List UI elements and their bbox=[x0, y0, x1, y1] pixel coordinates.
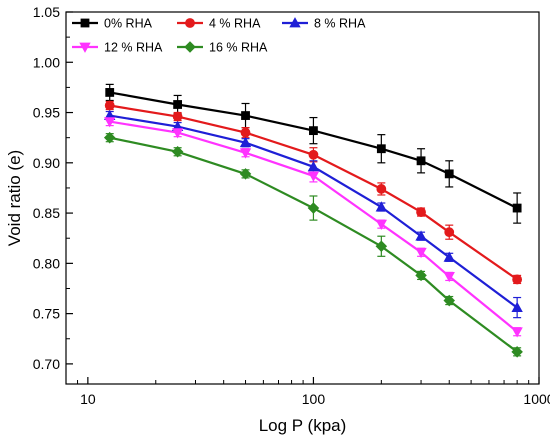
y-tick-label: 0.90 bbox=[33, 155, 60, 171]
legend-label-16-rha: 16 % RHA bbox=[209, 41, 268, 55]
y-tick-label: 0.80 bbox=[33, 255, 60, 271]
data-point-0-rha bbox=[309, 126, 318, 136]
data-point-0-rha bbox=[105, 88, 115, 97]
y-tick-label: 1.00 bbox=[33, 54, 60, 70]
data-point-8-rha bbox=[511, 301, 523, 312]
data-point-16-rha bbox=[511, 346, 523, 358]
data-point-12-rha bbox=[171, 128, 184, 139]
data-point-16-rha bbox=[239, 168, 252, 180]
data-point-8-rha bbox=[443, 251, 455, 262]
data-point-12-rha bbox=[307, 171, 320, 182]
legend-marker-12-rha bbox=[79, 42, 91, 53]
legend-marker-4-rha bbox=[185, 18, 195, 28]
data-point-16-rha bbox=[415, 269, 427, 282]
data-point-4-rha bbox=[240, 127, 251, 138]
data-point-12-rha bbox=[104, 117, 116, 128]
data-point-16-rha bbox=[443, 294, 456, 307]
legend-label-8-rha: 8 % RHA bbox=[314, 17, 366, 31]
data-point-0-rha bbox=[241, 111, 250, 120]
data-point-8-rha bbox=[307, 161, 320, 172]
y-axis-ticks: 0.70 0.75 0.80 0.85 0.90 0.95 1.00 1.05 bbox=[33, 4, 73, 372]
series-line-16-rha bbox=[109, 136, 518, 353]
legend-label-12-rha: 12 % RHA bbox=[104, 41, 163, 55]
series-line-0-rha bbox=[109, 91, 518, 210]
series-markers bbox=[103, 88, 523, 358]
data-point-12-rha bbox=[443, 272, 455, 283]
x-tick-label: 10 bbox=[80, 391, 96, 407]
data-point-12-rha bbox=[511, 327, 523, 338]
y-tick-label: 1.05 bbox=[33, 4, 60, 20]
data-point-4-rha bbox=[376, 184, 387, 194]
data-point-4-rha bbox=[444, 227, 455, 238]
plot-area-frame bbox=[65, 11, 540, 385]
legend-marker-8-rha bbox=[289, 17, 301, 28]
data-point-8-rha bbox=[239, 136, 252, 148]
data-point-16-rha bbox=[307, 202, 320, 214]
legend-label-0-rha: 0% RHA bbox=[104, 17, 153, 31]
data-point-0-rha bbox=[444, 169, 454, 179]
data-point-0-rha bbox=[416, 156, 426, 166]
data-point-16-rha bbox=[103, 131, 116, 144]
data-point-16-rha bbox=[171, 145, 184, 158]
data-point-12-rha bbox=[375, 219, 388, 230]
legend: 0% RHA 4 % RHA 8 % RHA 12 % RHA 16 % RHA bbox=[72, 17, 366, 55]
data-point-0-rha bbox=[376, 144, 386, 154]
x-tick-label: 100 bbox=[302, 391, 326, 407]
data-point-4-rha bbox=[172, 111, 183, 122]
y-tick-label: 0.75 bbox=[33, 306, 60, 322]
x-axis-title: Log P (kpa) bbox=[259, 416, 347, 435]
legend-label-4-rha: 4 % RHA bbox=[209, 17, 261, 31]
series-line-4-rha bbox=[109, 104, 518, 281]
data-point-12-rha bbox=[415, 247, 427, 259]
data-point-4-rha bbox=[416, 207, 426, 217]
data-point-8-rha bbox=[415, 230, 427, 241]
data-point-4-rha bbox=[512, 274, 523, 285]
legend-marker-16-rha bbox=[184, 41, 196, 53]
data-point-8-rha bbox=[375, 201, 388, 212]
data-point-4-rha bbox=[104, 100, 115, 111]
y-tick-label: 0.85 bbox=[33, 205, 60, 221]
data-point-12-rha bbox=[239, 148, 252, 159]
y-axis-title: Void ratio (e) bbox=[5, 150, 24, 246]
y-tick-label: 0.70 bbox=[33, 356, 60, 372]
legend-marker-0-rha bbox=[80, 18, 90, 28]
data-point-16-rha bbox=[375, 240, 388, 253]
series-line-8-rha bbox=[109, 114, 518, 309]
data-point-0-rha bbox=[512, 203, 522, 213]
data-point-0-rha bbox=[173, 100, 183, 109]
data-point-4-rha bbox=[308, 149, 319, 160]
y-tick-label: 0.95 bbox=[33, 105, 60, 121]
